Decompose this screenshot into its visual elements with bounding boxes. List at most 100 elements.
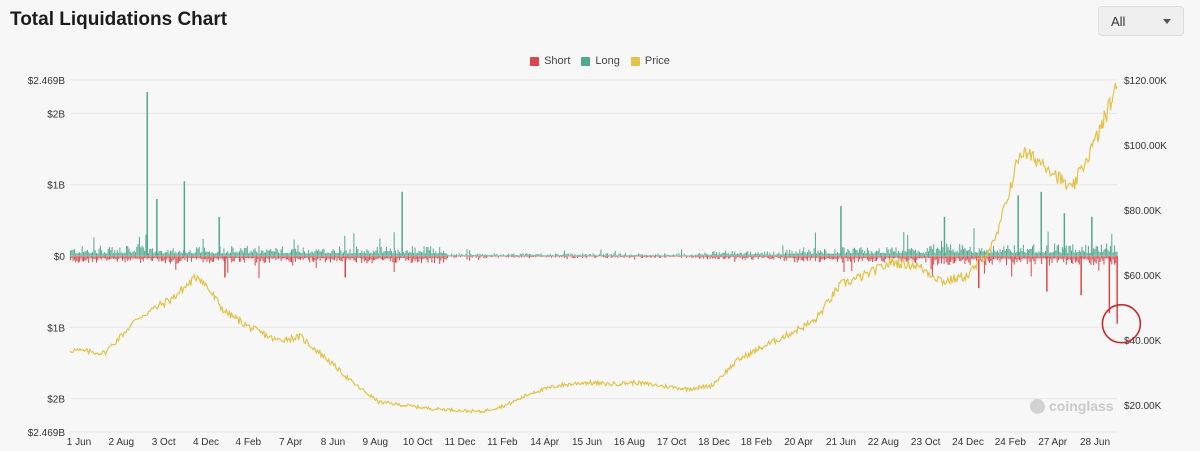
long-bar xyxy=(876,250,877,256)
short-bar xyxy=(540,256,542,258)
short-bar xyxy=(141,256,143,259)
short-bar xyxy=(794,256,796,263)
long-bar xyxy=(476,253,478,256)
long-bar xyxy=(1032,246,1033,256)
long-bar xyxy=(593,254,595,256)
short-bar xyxy=(1000,256,1002,260)
short-bar xyxy=(120,256,122,258)
short-bar xyxy=(410,256,412,263)
long-bar xyxy=(509,254,511,256)
long-bar xyxy=(426,246,428,256)
long-bar xyxy=(746,252,747,256)
long-bar xyxy=(484,254,486,256)
short-bar xyxy=(705,256,707,258)
long-bar xyxy=(848,250,850,256)
long-bar xyxy=(1015,252,1017,256)
long-bar xyxy=(740,252,742,256)
short-bar xyxy=(236,256,238,258)
long-bar xyxy=(788,249,790,256)
long-bar xyxy=(456,254,458,256)
x-tick-label: 14 Apr xyxy=(530,437,560,448)
long-bar xyxy=(824,249,825,256)
short-bar xyxy=(379,256,381,258)
long-bar xyxy=(1012,252,1014,256)
short-bar xyxy=(304,256,305,258)
long-bar xyxy=(748,254,750,256)
short-bar xyxy=(157,256,159,260)
short-bar xyxy=(279,256,281,259)
long-bar xyxy=(372,250,374,256)
long-bar xyxy=(584,254,586,256)
long-bar xyxy=(926,248,928,256)
long-bar xyxy=(778,252,780,256)
range-select[interactable]: All xyxy=(1098,6,1184,36)
short-bar xyxy=(431,256,433,263)
long-bar xyxy=(214,253,216,256)
long-bar xyxy=(956,250,958,256)
short-bar xyxy=(955,256,957,261)
long-spike-bar xyxy=(1063,213,1066,256)
long-bar xyxy=(255,251,257,256)
long-bar xyxy=(1089,252,1091,256)
legend-item-short[interactable]: Short xyxy=(530,55,570,67)
short-bar xyxy=(235,256,237,259)
short-bar xyxy=(1060,256,1062,259)
short-bar xyxy=(392,256,394,263)
long-bar xyxy=(681,249,682,256)
short-bar xyxy=(973,256,975,260)
long-bar xyxy=(1047,231,1049,256)
short-bar xyxy=(718,256,720,259)
long-bar xyxy=(480,254,482,256)
short-bar xyxy=(778,256,780,258)
short-bar xyxy=(1104,256,1106,259)
short-bar xyxy=(209,256,211,264)
short-bar xyxy=(258,256,260,279)
short-bar xyxy=(172,256,174,261)
short-bar xyxy=(409,256,411,259)
short-bar xyxy=(219,256,221,259)
long-bar xyxy=(215,253,217,256)
long-bar xyxy=(760,253,762,256)
long-bar xyxy=(423,246,425,256)
legend-item-price[interactable]: Price xyxy=(630,55,670,67)
short-bar xyxy=(374,256,376,261)
short-bar xyxy=(76,256,78,261)
long-bar xyxy=(202,238,204,256)
short-bar xyxy=(427,256,429,263)
legend-item-long[interactable]: Long xyxy=(581,55,620,67)
long-bar xyxy=(278,252,279,256)
short-bar xyxy=(782,256,784,258)
long-bar xyxy=(1061,247,1063,256)
short-bar xyxy=(207,256,209,259)
short-bar xyxy=(252,256,253,259)
long-bar xyxy=(678,253,680,256)
long-bar xyxy=(868,250,870,256)
long-bar xyxy=(341,253,343,256)
short-bar xyxy=(1043,256,1045,259)
short-bar xyxy=(132,256,134,259)
long-bar xyxy=(123,252,125,256)
short-bar xyxy=(937,256,939,265)
long-bar xyxy=(954,252,955,256)
long-bar xyxy=(175,251,177,256)
long-bar xyxy=(132,251,134,256)
long-bar xyxy=(755,252,757,256)
long-bar xyxy=(110,250,112,256)
long-bar xyxy=(97,253,99,256)
page-title: Total Liquidations Chart xyxy=(10,9,228,30)
short-bar xyxy=(561,256,563,258)
short-bar xyxy=(527,256,529,258)
long-bar xyxy=(995,251,997,256)
long-bar xyxy=(209,251,211,256)
short-bar xyxy=(1115,256,1117,264)
short-bar xyxy=(757,256,759,259)
short-bar xyxy=(175,256,177,270)
long-bar xyxy=(337,252,339,256)
short-spike-bar xyxy=(1046,256,1048,292)
short-bar xyxy=(383,256,385,261)
short-bar xyxy=(595,256,597,258)
short-bar xyxy=(700,256,702,258)
long-bar xyxy=(839,253,841,256)
long-bar xyxy=(531,254,533,256)
long-bar xyxy=(310,252,312,256)
